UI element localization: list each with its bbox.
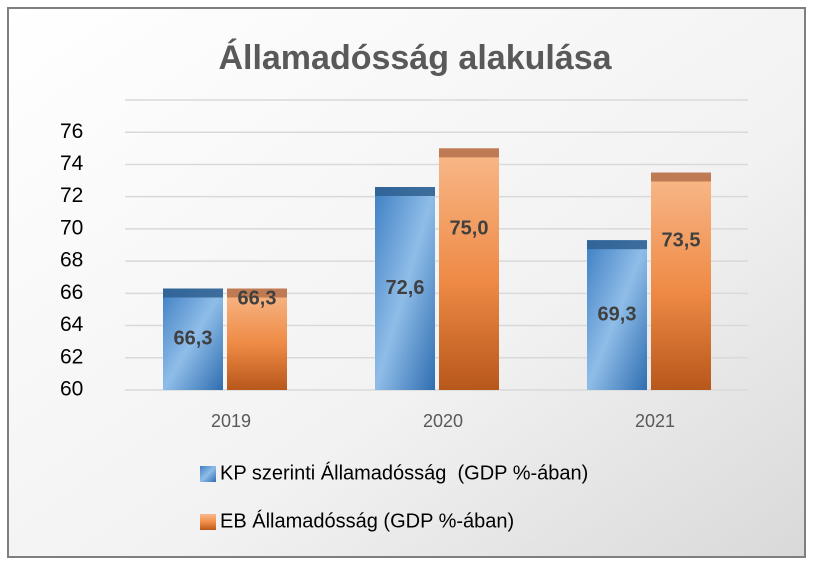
- bar-top: [587, 240, 647, 250]
- bar: [227, 288, 287, 390]
- chart-title: Államadósság alakulása: [218, 39, 612, 77]
- value-label: 72,6: [386, 277, 425, 299]
- value-label: 66,3: [238, 288, 277, 310]
- y-tick-label: 64: [60, 313, 84, 336]
- y-tick-label: 62: [60, 345, 83, 368]
- bar: [375, 187, 435, 390]
- bar: [439, 148, 499, 390]
- value-label: 73,5: [662, 230, 701, 252]
- bar: [163, 288, 223, 390]
- y-tick-label: 76: [60, 120, 83, 143]
- y-tick-label: 74: [60, 152, 84, 175]
- y-tick-label: 72: [60, 184, 83, 207]
- value-label: 75,0: [450, 217, 489, 239]
- bar-top: [651, 172, 711, 182]
- y-tick-label: 68: [60, 249, 83, 272]
- bar-top: [227, 288, 287, 298]
- legend-label: KP szerinti Államadósság (GDP %-ában): [220, 461, 588, 484]
- value-label: 69,3: [598, 303, 637, 325]
- x-tick-label: 2020: [423, 411, 463, 431]
- x-tick-label: 2021: [635, 411, 675, 431]
- y-tick-label: 60: [60, 378, 83, 401]
- bar-top: [375, 187, 435, 196]
- legend-swatch: [200, 466, 216, 482]
- value-label: 66,3: [174, 328, 213, 350]
- x-tick-label: 2019: [211, 411, 251, 431]
- y-tick-label: 66: [60, 281, 83, 304]
- bar-top: [439, 148, 499, 158]
- y-tick-label: 70: [60, 216, 83, 239]
- bar-top: [163, 288, 223, 298]
- legend-label: EB Államadósság (GDP %-ában): [220, 509, 514, 532]
- bar: [587, 240, 647, 390]
- legend-swatch: [200, 514, 216, 530]
- bar: [651, 172, 711, 390]
